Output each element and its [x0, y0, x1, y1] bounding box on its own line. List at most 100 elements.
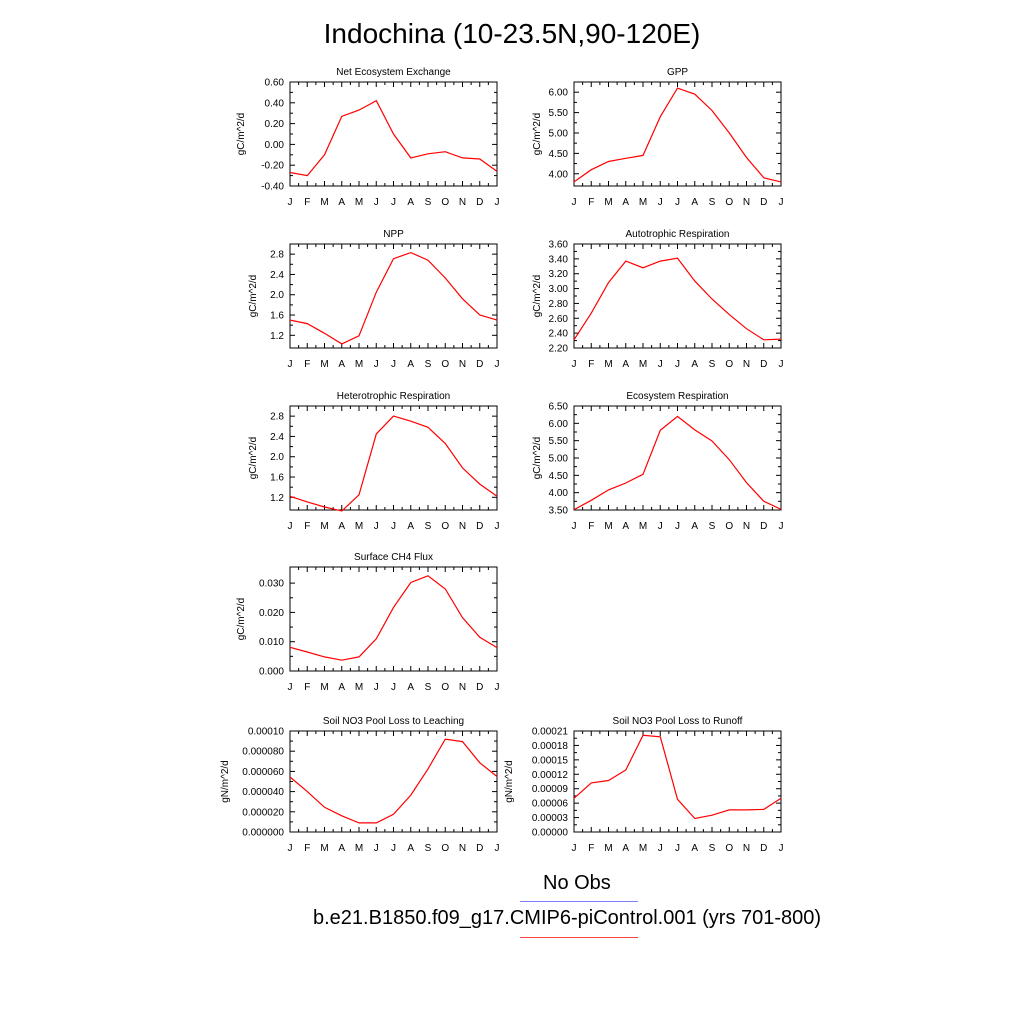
- y-tick-label: 2.20: [549, 344, 569, 355]
- panel-title: Surface CH4 Flux: [354, 552, 433, 563]
- y-axis-label: gC/m^2/d: [236, 598, 247, 641]
- x-tick-label: A: [622, 843, 629, 854]
- x-tick-label: A: [407, 521, 414, 532]
- x-tick-label: N: [743, 359, 750, 370]
- x-tick-label: M: [639, 359, 647, 370]
- x-tick-label: J: [658, 521, 663, 532]
- x-tick-label: M: [355, 197, 363, 208]
- x-tick-label: J: [572, 521, 577, 532]
- series-line: [289, 415, 498, 512]
- x-tick-label: J: [675, 843, 680, 854]
- y-tick-label: 1.2: [270, 493, 284, 504]
- y-tick-label: 0.00021: [532, 727, 569, 738]
- plot-frame: [573, 243, 782, 349]
- series-line: [289, 251, 498, 345]
- y-tick-label: 4.00: [549, 488, 569, 499]
- plot-frame: [573, 81, 782, 187]
- x-tick-label: J: [572, 843, 577, 854]
- x-tick-label: A: [407, 359, 414, 370]
- panel-title: Net Ecosystem Exchange: [336, 67, 451, 78]
- x-tick-label: M: [320, 521, 328, 532]
- legend-label-model: b.e21.B1850.f09_g17.CMIP6-piControl.001 …: [313, 907, 822, 929]
- x-tick-label: F: [588, 197, 594, 208]
- y-tick-label: 2.4: [270, 432, 284, 443]
- x-tick-label: O: [725, 843, 733, 854]
- x-tick-label: S: [709, 521, 716, 532]
- x-tick-label: D: [476, 682, 483, 693]
- y-tick-label: 2.80: [549, 299, 569, 310]
- plot-frame: [289, 405, 498, 511]
- x-tick-label: F: [304, 682, 310, 693]
- y-tick-label: 2.60: [549, 314, 569, 325]
- y-tick-label: 2.4: [270, 270, 284, 281]
- x-tick-label: J: [779, 843, 784, 854]
- x-tick-label: O: [441, 843, 449, 854]
- x-tick-label: A: [407, 682, 414, 693]
- x-tick-label: S: [425, 843, 432, 854]
- y-tick-label: 2.0: [270, 290, 284, 301]
- x-tick-label: N: [459, 682, 466, 693]
- y-tick-label: 6.00: [549, 419, 569, 430]
- panel-title: Soil NO3 Pool Loss to Runoff: [613, 716, 743, 727]
- x-tick-label: J: [374, 197, 379, 208]
- x-tick-label: M: [320, 359, 328, 370]
- y-tick-label: 0.030: [259, 579, 284, 590]
- y-tick-label: 0.00: [265, 140, 285, 151]
- y-tick-label: 0.00015: [532, 755, 569, 766]
- y-tick-label: -0.40: [261, 182, 284, 193]
- x-tick-label: J: [495, 197, 500, 208]
- x-tick-label: J: [374, 521, 379, 532]
- x-tick-label: M: [355, 843, 363, 854]
- y-axis-label: gN/m^2/d: [504, 760, 515, 803]
- x-tick-label: M: [320, 843, 328, 854]
- x-tick-label: F: [304, 197, 310, 208]
- x-tick-label: D: [760, 359, 767, 370]
- x-tick-label: A: [338, 359, 345, 370]
- y-tick-label: 0.000000: [242, 828, 284, 839]
- x-tick-label: S: [709, 843, 716, 854]
- x-tick-label: M: [639, 843, 647, 854]
- x-tick-label: A: [691, 521, 698, 532]
- x-tick-label: A: [691, 843, 698, 854]
- x-tick-label: M: [639, 521, 647, 532]
- panel-title: Ecosystem Respiration: [626, 391, 728, 402]
- x-tick-label: N: [459, 197, 466, 208]
- y-tick-label: 3.50: [549, 506, 569, 517]
- y-tick-label: 5.00: [549, 128, 569, 139]
- x-tick-label: N: [459, 521, 466, 532]
- y-tick-label: 1.2: [270, 331, 284, 342]
- legend-label-obs: No Obs: [543, 872, 611, 894]
- y-tick-label: 4.50: [549, 149, 569, 160]
- x-tick-label: M: [639, 197, 647, 208]
- x-tick-label: S: [425, 682, 432, 693]
- x-tick-label: M: [355, 359, 363, 370]
- x-tick-label: J: [675, 359, 680, 370]
- x-tick-label: M: [604, 843, 612, 854]
- y-tick-label: 5.00: [549, 454, 569, 465]
- y-tick-label: 0.00018: [532, 741, 569, 752]
- y-tick-label: 6.00: [549, 88, 569, 99]
- x-tick-label: N: [459, 843, 466, 854]
- x-tick-label: J: [675, 197, 680, 208]
- y-tick-label: 1.6: [270, 473, 284, 484]
- y-axis-label: gC/m^2/d: [236, 113, 247, 156]
- y-axis-label: gC/m^2/d: [532, 437, 543, 480]
- y-axis-label: gC/m^2/d: [532, 275, 543, 318]
- y-tick-label: 0.000040: [242, 787, 284, 798]
- x-tick-label: O: [725, 359, 733, 370]
- x-tick-label: F: [588, 359, 594, 370]
- series-line: [289, 99, 498, 177]
- x-tick-label: F: [304, 843, 310, 854]
- x-tick-label: D: [760, 197, 767, 208]
- panel-title: GPP: [667, 67, 688, 78]
- y-tick-label: 4.50: [549, 471, 569, 482]
- y-tick-label: -0.20: [261, 161, 284, 172]
- y-axis-label: gC/m^2/d: [532, 113, 543, 156]
